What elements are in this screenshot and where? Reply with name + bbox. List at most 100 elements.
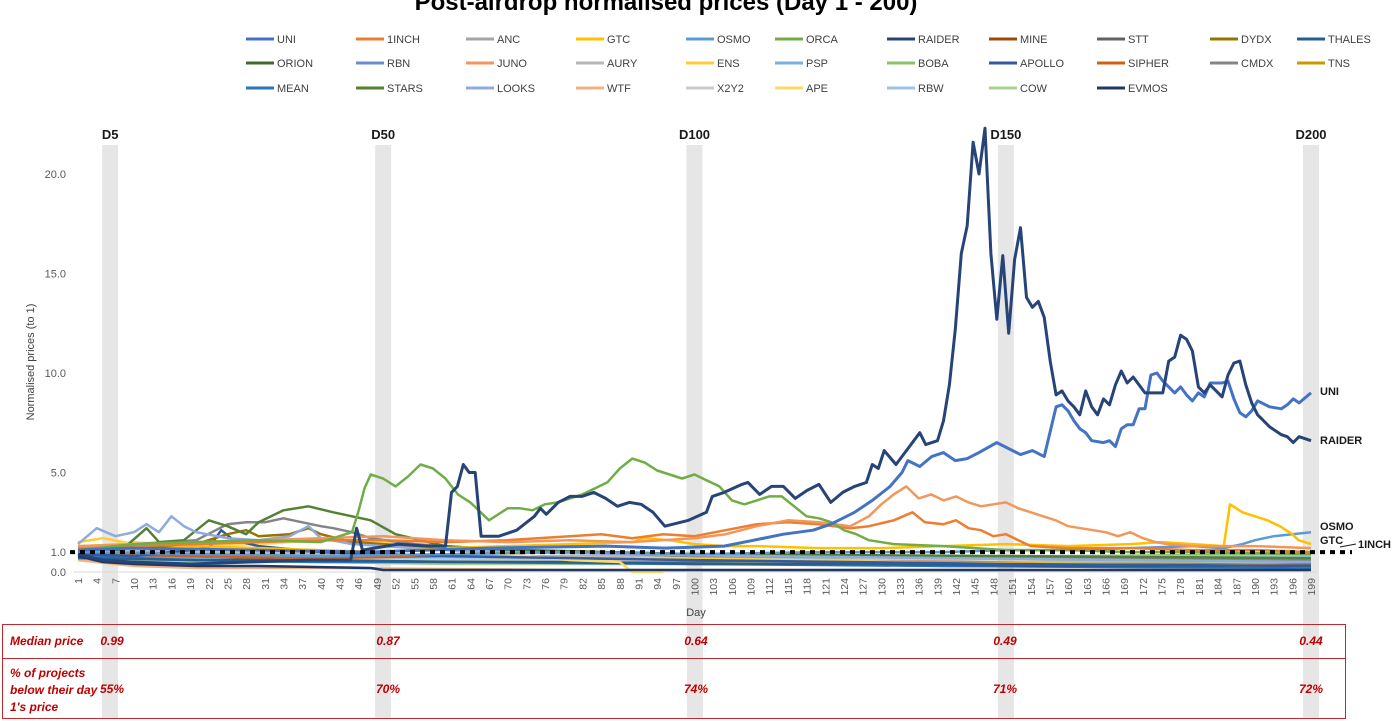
- legend-item: WTF: [576, 83, 631, 95]
- x-tick-label: 82: [577, 578, 589, 590]
- y-axis-title: Normalised prices (to 1): [25, 304, 37, 421]
- legend-item: EVMOS: [1097, 83, 1168, 95]
- stat-value: 72%: [1298, 682, 1324, 696]
- x-tick-label: 121: [820, 578, 832, 596]
- legend-item: DYDX: [1210, 34, 1272, 46]
- legend-item: SIPHER: [1097, 58, 1169, 70]
- legend-label: ENS: [717, 58, 740, 70]
- legend-label: ANC: [497, 34, 520, 46]
- y-tick-label: 15.0: [45, 269, 66, 281]
- day-marker-band: [102, 145, 119, 624]
- x-tick-label: 106: [727, 578, 739, 596]
- x-tick-label: 178: [1175, 578, 1187, 596]
- legend-label: RBN: [387, 58, 410, 70]
- stats-row-label: Median price: [10, 634, 84, 648]
- legend-item: STARS: [356, 83, 423, 95]
- legend-item: COW: [989, 83, 1048, 95]
- x-tick-label: 100: [690, 578, 702, 596]
- x-tick-label: 196: [1287, 578, 1299, 596]
- legend-label: RBW: [918, 83, 944, 95]
- legend-item: BOBA: [887, 58, 949, 70]
- legend-label: APE: [806, 83, 828, 95]
- legend-item: JUNO: [466, 58, 527, 70]
- x-tick-label: 154: [1026, 578, 1038, 596]
- x-tick-label: 184: [1213, 578, 1225, 596]
- legend-label: UNI: [277, 34, 296, 46]
- x-tick-label: 163: [1082, 578, 1094, 596]
- x-tick-label: 22: [204, 578, 216, 590]
- x-tick-label: 67: [484, 578, 496, 590]
- 1inch-leader-line: [1339, 543, 1357, 548]
- legend-item: STT: [1097, 34, 1149, 46]
- legend-label: STARS: [387, 83, 423, 95]
- x-tick-label: 97: [671, 578, 683, 590]
- x-tick-label: 76: [540, 578, 552, 590]
- x-axis: 1 4 7 10 13 16 19 22 25 28 31 34 37 40 43 46 49 52 55 58 61 6…: [73, 571, 1318, 596]
- legend-label: TNS: [1328, 58, 1350, 70]
- legend-item: APE: [775, 83, 828, 95]
- legend-item: OSMO: [686, 34, 751, 46]
- x-tick-label: 37: [297, 578, 309, 590]
- x-tick-label: 4: [92, 578, 104, 584]
- day-marker-band: [102, 625, 119, 719]
- x-axis-title: Day: [686, 607, 706, 619]
- x-tick-label: 169: [1119, 578, 1131, 596]
- stat-value: 70%: [375, 682, 401, 696]
- x-tick-label: 124: [839, 578, 851, 596]
- x-tick-label: 85: [596, 578, 608, 590]
- x-tick-label: 151: [1007, 578, 1019, 596]
- legend: UNI 1INCH ANC GTC OSMO ORCA RAIDER MINE STT DYDX T…: [246, 34, 1371, 95]
- x-tick-label: 115: [783, 578, 795, 595]
- legend-item: PSP: [775, 58, 828, 70]
- day-marker-label: D150: [990, 127, 1021, 142]
- y-tick-label: 10.0: [45, 368, 66, 380]
- legend-label: EVMOS: [1128, 83, 1168, 95]
- legend-label: THALES: [1328, 34, 1371, 46]
- x-tick-label: 166: [1101, 578, 1113, 596]
- y-tick-label: 5.0: [51, 468, 66, 480]
- x-tick-label: 40: [316, 578, 328, 590]
- day-marker-label: D5: [102, 127, 119, 142]
- series-line-stars: [77, 505, 1312, 560]
- x-tick-label: 181: [1194, 578, 1206, 596]
- day-marker-label: D200: [1295, 127, 1326, 142]
- x-tick-label: 193: [1269, 578, 1281, 596]
- legend-label: GTC: [607, 34, 630, 46]
- stats-row-median: Median price 0.99 0.87 0.64 0.49 0.44: [3, 625, 1345, 659]
- legend-label: MEAN: [277, 83, 309, 95]
- legend-label: RAIDER: [918, 34, 960, 46]
- x-tick-label: 43: [335, 578, 347, 590]
- series-line-juno: [77, 485, 1312, 550]
- legend-label: 1INCH: [387, 34, 420, 46]
- x-tick-label: 175: [1157, 578, 1169, 596]
- x-tick-label: 55: [409, 578, 421, 590]
- x-tick-label: 127: [858, 578, 870, 596]
- legend-item: RBW: [887, 83, 944, 95]
- legend-label: APOLLO: [1020, 58, 1064, 70]
- legend-label: OSMO: [717, 34, 751, 46]
- series-lines: [77, 126, 1312, 574]
- stat-value: 0.64: [684, 634, 708, 648]
- legend-label: PSP: [806, 58, 828, 70]
- x-tick-label: 28: [241, 578, 253, 590]
- x-tick-label: 109: [746, 578, 758, 596]
- legend-label: X2Y2: [717, 83, 744, 95]
- end-label-uni: UNI: [1320, 386, 1339, 398]
- day-marker-band: [686, 145, 703, 624]
- end-label-raider: RAIDER: [1320, 435, 1362, 447]
- x-tick-label: 70: [503, 578, 515, 590]
- x-tick-label: 13: [148, 578, 160, 590]
- legend-label: DYDX: [1241, 34, 1272, 46]
- legend-item: 1INCH: [356, 34, 420, 46]
- x-tick-label: 79: [559, 578, 571, 590]
- legend-item: AURY: [576, 58, 638, 70]
- legend-label: CMDX: [1241, 58, 1274, 70]
- stat-value: 0.44: [1299, 634, 1323, 648]
- x-tick-label: 112: [764, 578, 776, 595]
- x-tick-label: 187: [1231, 578, 1243, 596]
- stats-row-label: % of projects below their day 1's price: [10, 666, 98, 714]
- stat-value: 0.49: [993, 634, 1017, 648]
- legend-item: ENS: [686, 58, 740, 70]
- x-tick-label: 103: [708, 578, 720, 596]
- legend-label: JUNO: [497, 58, 527, 70]
